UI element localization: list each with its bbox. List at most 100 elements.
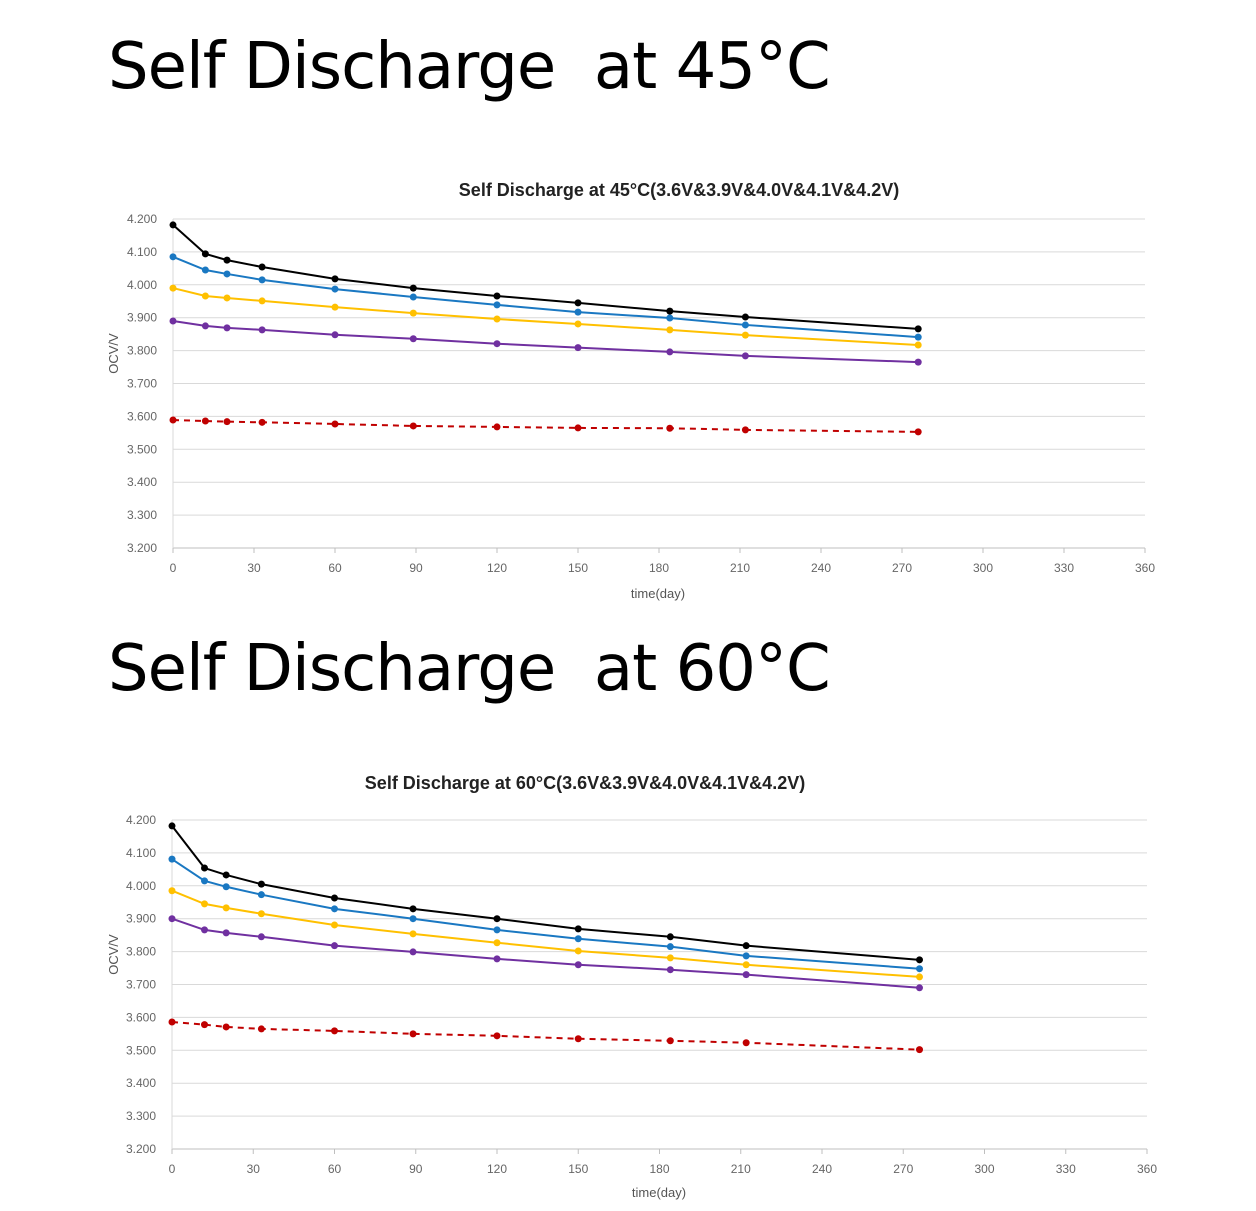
data-point: [742, 952, 750, 960]
data-point: [666, 954, 674, 962]
series-line-2: [171, 889, 920, 978]
y-tick-label: 3.500: [126, 1043, 156, 1057]
data-point: [201, 322, 209, 330]
x-tick-label: 270: [893, 1162, 913, 1176]
data-point: [409, 1030, 417, 1038]
data-point: [331, 942, 338, 950]
data-point: [741, 352, 749, 360]
data-point: [742, 961, 750, 969]
data-point: [331, 1027, 338, 1035]
data-point: [223, 294, 231, 302]
x-tick-label: 150: [568, 561, 588, 575]
x-tick-label: 60: [328, 1162, 342, 1176]
data-point: [331, 275, 339, 283]
data-point: [222, 1023, 230, 1031]
data-point: [742, 971, 750, 979]
data-point: [223, 418, 231, 426]
x-tick-label: 300: [973, 561, 993, 575]
data-point: [168, 915, 176, 923]
data-point: [666, 966, 674, 974]
heading-60c: Self Discharge at 60°C: [108, 632, 831, 706]
x-tick-label: 180: [649, 1162, 669, 1176]
data-point: [493, 939, 501, 947]
data-point: [201, 417, 209, 425]
data-point: [914, 358, 922, 366]
data-point: [493, 955, 501, 963]
data-point: [574, 424, 582, 432]
x-tick-label: 0: [170, 561, 177, 575]
x-tick-label: 30: [247, 561, 261, 575]
data-point: [409, 309, 417, 317]
data-point: [257, 880, 265, 888]
x-tick-label: 300: [974, 1162, 994, 1176]
data-point: [916, 973, 923, 981]
x-tick-label: 120: [487, 1162, 507, 1176]
y-tick-label: 3.400: [127, 475, 157, 489]
data-point: [666, 348, 674, 356]
data-point: [168, 887, 176, 895]
data-point: [493, 340, 501, 348]
y-tick-label: 4.000: [127, 278, 157, 292]
x-tick-label: 30: [247, 1162, 261, 1176]
data-point: [223, 324, 231, 332]
x-tick-label: 0: [169, 1162, 176, 1176]
y-axis-label: OCV/V: [106, 934, 121, 975]
data-point: [666, 933, 674, 941]
x-tick-label: 270: [892, 561, 912, 575]
data-point: [742, 1039, 750, 1047]
data-point: [574, 344, 582, 352]
y-tick-label: 3.500: [127, 442, 157, 456]
y-tick-label: 3.800: [127, 344, 157, 358]
data-point: [742, 942, 750, 950]
data-point: [222, 883, 230, 891]
series-line-3: [171, 917, 920, 989]
data-point: [409, 335, 417, 343]
data-point: [169, 416, 177, 424]
data-point: [201, 266, 209, 274]
y-tick-label: 4.200: [126, 813, 156, 827]
data-point: [201, 250, 209, 258]
data-point: [409, 905, 417, 913]
data-point: [666, 1037, 674, 1045]
x-tick-label: 360: [1135, 561, 1155, 575]
data-point: [201, 1021, 208, 1029]
y-tick-label: 4.200: [127, 212, 157, 226]
y-tick-label: 3.700: [126, 978, 156, 992]
data-point: [666, 307, 674, 315]
data-point: [666, 326, 674, 334]
data-point: [168, 822, 176, 830]
data-point: [331, 921, 338, 929]
data-point: [257, 910, 265, 918]
data-point: [331, 894, 338, 902]
x-tick-label: 90: [409, 1162, 423, 1176]
x-tick-label: 90: [409, 561, 423, 575]
data-point: [916, 956, 923, 964]
data-point: [741, 331, 749, 339]
data-point: [223, 256, 231, 264]
data-point: [741, 321, 749, 329]
data-point: [257, 933, 265, 941]
y-axis-label: OCV/V: [106, 333, 121, 374]
y-tick-label: 4.000: [126, 879, 156, 893]
y-tick-label: 3.600: [127, 409, 157, 423]
x-tick-label: 210: [730, 561, 750, 575]
data-point: [666, 943, 674, 951]
data-point: [666, 424, 674, 432]
data-point: [574, 961, 582, 969]
data-point: [258, 418, 266, 426]
data-point: [574, 308, 582, 316]
y-tick-label: 3.800: [126, 945, 156, 959]
data-point: [258, 263, 266, 271]
data-point: [914, 341, 922, 349]
data-point: [331, 905, 338, 913]
y-tick-label: 3.300: [126, 1109, 156, 1123]
data-point: [201, 877, 208, 885]
x-tick-label: 240: [811, 561, 831, 575]
data-point: [574, 925, 582, 933]
data-point: [258, 326, 266, 334]
data-point: [223, 270, 231, 278]
x-tick-label: 240: [812, 1162, 832, 1176]
y-tick-label: 3.700: [127, 377, 157, 391]
x-tick-label: 210: [731, 1162, 751, 1176]
